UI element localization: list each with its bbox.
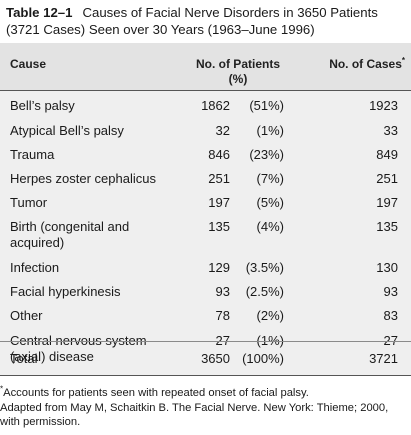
cause-cell: Facial hyperkinesis <box>10 284 121 299</box>
cause-cell: Other <box>10 308 43 323</box>
table-caption: Table 12–1 Causes of Facial Nerve Disorde… <box>6 4 406 38</box>
cause-cell: Tumor <box>10 195 48 210</box>
cases-cell: 1923 <box>369 98 398 113</box>
cases-cell: 849 <box>376 147 398 162</box>
percent-cell: (23%) <box>249 147 284 162</box>
percent-cell: (2%) <box>256 308 284 323</box>
patients-cell: 32 <box>215 123 230 138</box>
data-table: Cause No. of Patients (%) No. of Cases* … <box>0 43 411 376</box>
percent-cell: (1%) <box>256 123 284 138</box>
patients-cell: 846 <box>208 147 230 162</box>
percent-cell: (2.5%) <box>245 284 284 299</box>
patients-cell: 251 <box>208 171 230 186</box>
footnote-text: Accounts for patients seen with repeated… <box>3 387 309 399</box>
cases-cell: 135 <box>376 219 398 234</box>
cause-cell: Bell’s palsy <box>10 98 75 113</box>
cases-cell: 27 <box>383 333 398 348</box>
table-label: Table 12–1 <box>6 5 73 20</box>
total-patients: 3650 <box>201 351 230 366</box>
header-cases: No. of Cases* <box>315 57 405 72</box>
header-patients: No. of Patients (%) <box>178 57 298 87</box>
percent-cell: (7%) <box>256 171 284 186</box>
bottom-rule <box>0 375 411 376</box>
header-cases-mark: * <box>401 56 405 65</box>
header-rule <box>0 90 411 91</box>
cause-cell: Atypical Bell’s palsy <box>10 123 124 138</box>
cases-cell: 93 <box>383 284 398 299</box>
table-title: Causes of Facial Nerve Disorders in 3650… <box>6 5 378 37</box>
patients-cell: 78 <box>215 308 230 323</box>
patients-cell: 27 <box>215 333 230 348</box>
percent-cell: (51%) <box>249 98 284 113</box>
patients-cell: 135 <box>208 219 230 234</box>
source-note: Adapted from May M, Schaitkin B. The Fac… <box>0 401 389 429</box>
patients-cell: 197 <box>208 195 230 210</box>
percent-cell: (5%) <box>256 195 284 210</box>
percent-cell: (1%) <box>256 333 284 348</box>
percent-cell: (4%) <box>256 219 284 234</box>
table-header: Cause No. of Patients (%) No. of Cases* <box>0 43 411 90</box>
cause-cell: Central nervous system (axial) disease <box>10 333 147 364</box>
cause-cell: Herpes zoster cephalicus <box>10 171 156 186</box>
cause-cell: Trauma <box>10 147 55 162</box>
patients-cell: 1862 <box>201 98 230 113</box>
cause-cell: Birth (congenital and acquired) <box>10 219 130 250</box>
footnote-mark: * <box>0 384 4 394</box>
footnote: *Accounts for patients seen with repeate… <box>0 384 405 401</box>
total-rule <box>0 341 411 342</box>
total-label: Total <box>10 351 38 366</box>
cause-cell: Infection <box>10 260 60 275</box>
total-percent: (100%) <box>242 351 284 366</box>
header-cases-label: No. of Cases <box>329 57 402 71</box>
header-patients-line2: (%) <box>228 72 248 86</box>
cases-cell: 33 <box>383 123 398 138</box>
cases-cell: 197 <box>376 195 398 210</box>
total-cases: 3721 <box>369 351 398 366</box>
patients-cell: 129 <box>208 260 230 275</box>
header-patients-line1: No. of Patients <box>195 57 280 71</box>
percent-cell: (3.5%) <box>245 260 284 275</box>
cases-cell: 130 <box>376 260 398 275</box>
cases-cell: 251 <box>376 171 398 186</box>
cases-cell: 83 <box>383 308 398 323</box>
header-cause: Cause <box>10 57 47 71</box>
table-notes: *Accounts for patients seen with repeate… <box>0 384 405 430</box>
patients-cell: 93 <box>215 284 230 299</box>
